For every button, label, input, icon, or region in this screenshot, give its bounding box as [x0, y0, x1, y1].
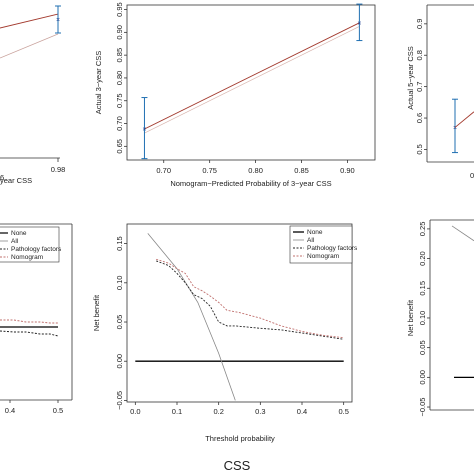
y-tick-label-3-year: 0.65	[115, 139, 124, 154]
x-tick-label-dca-3-year: 0.0	[130, 407, 140, 416]
x-tick-label-3-year: 0.70	[156, 166, 171, 175]
y-axis-label-dca-3-year: Net benefit	[92, 294, 101, 331]
x-tick-label-3-year: 0.85	[294, 166, 309, 175]
pathology-line-left-dca	[0, 330, 59, 337]
calibration-line-5-year	[454, 111, 474, 128]
calibration-line-3-year	[144, 22, 360, 130]
x-tick-label-dca-3-year: 0.3	[255, 407, 265, 416]
y-tick-label-dca-3-year: 0.05	[115, 315, 124, 330]
x-tick-fragment-left: 6	[0, 173, 4, 182]
y-tick-label-3-year: 0.75	[115, 93, 124, 108]
point-marker-3-year: ×	[142, 127, 146, 134]
x-tick-label-3-year: 0.75	[202, 166, 217, 175]
plot-frame-dca-3-year	[126, 223, 353, 403]
y-tick-label-dca-5-year: 0.00	[418, 370, 427, 385]
x-tick-label-left-dca: 0.5	[53, 406, 63, 415]
x-tick-label-left: 0.98	[51, 165, 66, 174]
y-tick-label-3-year: 0.95	[115, 2, 124, 17]
legend-label-left-dca: All	[11, 238, 19, 245]
y-tick-label-dca-5-year: −0.05	[418, 398, 427, 417]
ideal-line-3-year	[144, 26, 360, 134]
calibration-line-left	[0, 13, 59, 29]
x-axis-label-3-year: Nomogram−Predicted Probability of 3−year…	[170, 179, 331, 188]
y-tick-label-5-year: 0.6	[415, 113, 424, 123]
point-marker-3-year: ×	[357, 20, 361, 27]
y-tick-label-5-year: 0.5	[415, 144, 424, 154]
nomogram-line-left-dca	[0, 319, 58, 324]
y-axis-label-dca-5-year: Net benefit	[406, 299, 415, 336]
x-axis-label-dca-3-year: Threshold probability	[205, 434, 275, 443]
legend-label-dca-3-year: Pathology factors	[307, 245, 358, 252]
y-tick-label-dca-3-year: 0.10	[115, 276, 124, 291]
x-tick-label-dca-3-year: 0.1	[172, 407, 182, 416]
y-tick-label-dca-5-year: 0.05	[418, 340, 427, 355]
y-axis-label-5-year: Actual 5−year CSS	[406, 46, 415, 110]
series-line-pathology-factors	[156, 260, 344, 340]
x-tick-fragment-5-year: 0	[470, 171, 474, 180]
series-line-nomogram	[156, 258, 344, 339]
y-tick-label-dca-5-year: 0.15	[418, 281, 427, 296]
y-axis-label-3-year: Actual 3−year CSS	[94, 51, 103, 115]
y-tick-label-3-year: 0.85	[115, 48, 124, 63]
legend-label-left-dca: None	[11, 230, 27, 237]
x-axis-label-left: year CSS	[0, 176, 32, 185]
y-tick-label-5-year: 0.8	[415, 50, 424, 60]
legend-label-dca-3-year: None	[307, 229, 323, 236]
y-tick-label-dca-5-year: 0.20	[418, 251, 427, 266]
x-tick-label-dca-3-year: 0.4	[297, 407, 307, 416]
ideal-line-left	[0, 33, 59, 59]
x-tick-label-dca-3-year: 0.5	[338, 407, 348, 416]
series-line-all	[147, 233, 236, 401]
figure-caption: CSS	[223, 458, 251, 473]
y-tick-label-5-year: 0.7	[415, 81, 424, 91]
x-tick-label-3-year: 0.80	[248, 166, 263, 175]
legend-label-left-dca: Pathology factors	[11, 246, 62, 253]
y-tick-label-dca-3-year: 0.00	[115, 354, 124, 369]
legend-box-left-dca	[0, 226, 60, 263]
y-tick-label-5-year: 0.9	[415, 19, 424, 29]
point-marker-left: ×	[56, 17, 60, 24]
all-line-dca-5-year	[451, 225, 474, 242]
x-tick-label-left-dca: 0.4	[5, 406, 15, 415]
plot-frame-3-year	[126, 4, 376, 161]
y-tick-label-dca-5-year: 0.25	[418, 222, 427, 237]
y-tick-label-3-year: 0.80	[115, 71, 124, 86]
point-marker-5-year: ×	[453, 125, 457, 132]
x-tick-label-3-year: 0.90	[340, 166, 355, 175]
legend-label-dca-3-year: Nomogram	[307, 253, 339, 260]
y-tick-label-dca-5-year: 0.10	[418, 311, 427, 326]
y-tick-label-dca-3-year: 0.15	[115, 236, 124, 251]
y-tick-label-3-year: 0.90	[115, 25, 124, 40]
x-tick-label-dca-3-year: 0.2	[213, 407, 223, 416]
y-tick-label-dca-3-year: −0.05	[115, 391, 124, 410]
legend-label-dca-3-year: All	[307, 237, 315, 244]
y-tick-label-3-year: 0.70	[115, 116, 124, 131]
legend-label-left-dca: Nomogram	[11, 254, 43, 261]
